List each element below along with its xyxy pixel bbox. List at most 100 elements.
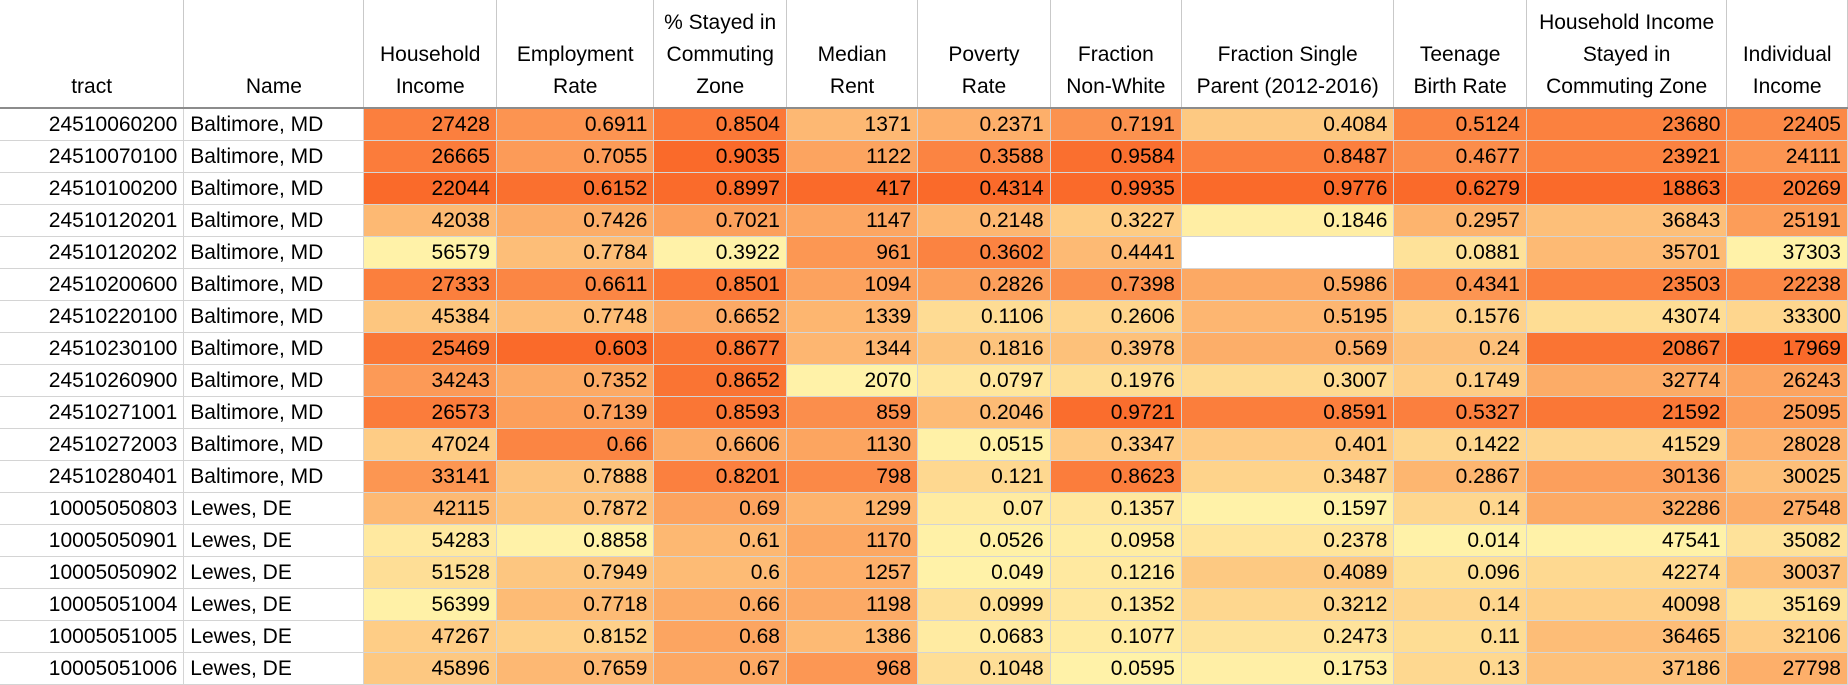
cell-frac-single-parent[interactable]: 0.9776	[1181, 172, 1395, 205]
cell-hh-income-stayed[interactable]: 35701	[1526, 236, 1728, 269]
cell-frac-nonwhite[interactable]: 0.1216	[1050, 556, 1182, 589]
cell-hh-income-stayed[interactable]: 47541	[1526, 524, 1728, 557]
cell-stayed-cz[interactable]: 0.8504	[653, 108, 787, 141]
cell-name[interactable]: Lewes, DE	[183, 652, 365, 685]
cell-poverty-rate[interactable]: 0.049	[917, 556, 1051, 589]
cell-frac-nonwhite[interactable]: 0.0958	[1050, 524, 1182, 557]
cell-employment-rate[interactable]: 0.603	[496, 332, 655, 365]
cell-employment-rate[interactable]: 0.6911	[496, 108, 655, 141]
cell-stayed-cz[interactable]: 0.3922	[653, 236, 787, 269]
cell-frac-single-parent[interactable]: 0.3007	[1181, 364, 1395, 397]
cell-employment-rate[interactable]: 0.7872	[496, 492, 655, 525]
cell-teen-birth[interactable]: 0.14	[1393, 588, 1527, 621]
cell-employment-rate[interactable]: 0.7659	[496, 652, 655, 685]
cell-poverty-rate[interactable]: 0.1816	[917, 332, 1051, 365]
cell-indiv-income[interactable]: 25095	[1726, 396, 1848, 429]
cell-tract[interactable]: 10005051006	[0, 652, 185, 685]
cell-poverty-rate[interactable]: 0.0999	[917, 588, 1051, 621]
cell-household-income[interactable]: 45896	[363, 652, 497, 685]
cell-frac-single-parent[interactable]: 0.1597	[1181, 492, 1395, 525]
cell-teen-birth[interactable]: 0.2867	[1393, 460, 1527, 493]
cell-frac-single-parent[interactable]: 0.5986	[1181, 268, 1395, 301]
cell-tract[interactable]: 24510280401	[0, 460, 185, 493]
cell-employment-rate[interactable]: 0.7888	[496, 460, 655, 493]
cell-tract[interactable]: 24510070100	[0, 140, 185, 173]
cell-tract[interactable]: 10005050803	[0, 492, 185, 525]
cell-employment-rate[interactable]: 0.6611	[496, 268, 655, 301]
cell-teen-birth[interactable]: 0.1422	[1393, 428, 1527, 461]
cell-household-income[interactable]: 56579	[363, 236, 497, 269]
cell-hh-income-stayed[interactable]: 42274	[1526, 556, 1728, 589]
cell-employment-rate[interactable]: 0.7949	[496, 556, 655, 589]
cell-median-rent[interactable]: 1344	[786, 332, 919, 365]
cell-tract[interactable]: 24510230100	[0, 332, 185, 365]
cell-frac-nonwhite[interactable]: 0.1357	[1050, 492, 1182, 525]
cell-indiv-income[interactable]: 35169	[1726, 588, 1848, 621]
cell-frac-single-parent[interactable]: 0.1846	[1181, 204, 1395, 237]
cell-median-rent[interactable]: 1299	[786, 492, 919, 525]
cell-indiv-income[interactable]: 30025	[1726, 460, 1848, 493]
cell-poverty-rate[interactable]: 0.0797	[917, 364, 1051, 397]
column-header-name[interactable]: Name	[183, 0, 365, 109]
cell-employment-rate[interactable]: 0.6152	[496, 172, 655, 205]
cell-median-rent[interactable]: 961	[786, 236, 919, 269]
cell-household-income[interactable]: 33141	[363, 460, 497, 493]
cell-stayed-cz[interactable]: 0.8997	[653, 172, 787, 205]
cell-frac-single-parent[interactable]: 0.8591	[1181, 396, 1395, 429]
cell-frac-single-parent[interactable]: 0.2378	[1181, 524, 1395, 557]
cell-hh-income-stayed[interactable]: 37186	[1526, 652, 1728, 685]
cell-frac-single-parent[interactable]: 0.8487	[1181, 140, 1395, 173]
cell-teen-birth[interactable]: 0.13	[1393, 652, 1527, 685]
cell-teen-birth[interactable]: 0.2957	[1393, 204, 1527, 237]
cell-poverty-rate[interactable]: 0.2371	[917, 108, 1051, 141]
cell-household-income[interactable]: 47267	[363, 620, 497, 653]
cell-indiv-income[interactable]: 22405	[1726, 108, 1848, 141]
cell-tract[interactable]: 10005050902	[0, 556, 185, 589]
cell-indiv-income[interactable]: 25191	[1726, 204, 1848, 237]
cell-poverty-rate[interactable]: 0.0526	[917, 524, 1051, 557]
cell-indiv-income[interactable]: 26243	[1726, 364, 1848, 397]
cell-household-income[interactable]: 47024	[363, 428, 497, 461]
column-header-employment-rate[interactable]: Employment Rate	[496, 0, 655, 109]
cell-poverty-rate[interactable]: 0.0683	[917, 620, 1051, 653]
cell-hh-income-stayed[interactable]: 32286	[1526, 492, 1728, 525]
cell-stayed-cz[interactable]: 0.8652	[653, 364, 787, 397]
cell-indiv-income[interactable]: 32106	[1726, 620, 1848, 653]
cell-employment-rate[interactable]: 0.7718	[496, 588, 655, 621]
cell-tract[interactable]: 24510260900	[0, 364, 185, 397]
cell-frac-single-parent[interactable]: 0.3487	[1181, 460, 1395, 493]
column-header-hh-income-stayed[interactable]: Household Income Stayed in Commuting Zone	[1526, 0, 1728, 109]
cell-name[interactable]: Lewes, DE	[183, 620, 365, 653]
cell-indiv-income[interactable]: 33300	[1726, 300, 1848, 333]
cell-stayed-cz[interactable]: 0.69	[653, 492, 787, 525]
cell-teen-birth[interactable]: 0.1749	[1393, 364, 1527, 397]
cell-frac-single-parent[interactable]: 0.569	[1181, 332, 1395, 365]
column-header-frac-nonwhite[interactable]: Fraction Non-White	[1050, 0, 1182, 109]
cell-median-rent[interactable]: 1371	[786, 108, 919, 141]
cell-name[interactable]: Baltimore, MD	[183, 140, 365, 173]
cell-teen-birth[interactable]: 0.11	[1393, 620, 1527, 653]
cell-poverty-rate[interactable]: 0.2826	[917, 268, 1051, 301]
cell-teen-birth[interactable]: 0.5327	[1393, 396, 1527, 429]
cell-name[interactable]: Baltimore, MD	[183, 460, 365, 493]
cell-employment-rate[interactable]: 0.7352	[496, 364, 655, 397]
cell-household-income[interactable]: 22044	[363, 172, 497, 205]
cell-frac-nonwhite[interactable]: 0.3347	[1050, 428, 1182, 461]
cell-median-rent[interactable]: 417	[786, 172, 919, 205]
cell-frac-nonwhite[interactable]: 0.9935	[1050, 172, 1182, 205]
column-header-median-rent[interactable]: Median Rent	[786, 0, 919, 109]
cell-stayed-cz[interactable]: 0.8201	[653, 460, 787, 493]
cell-stayed-cz[interactable]: 0.8501	[653, 268, 787, 301]
cell-tract[interactable]: 24510200600	[0, 268, 185, 301]
cell-name[interactable]: Baltimore, MD	[183, 428, 365, 461]
cell-indiv-income[interactable]: 30037	[1726, 556, 1848, 589]
cell-indiv-income[interactable]: 24111	[1726, 140, 1848, 173]
cell-frac-single-parent[interactable]: 0.5195	[1181, 300, 1395, 333]
cell-frac-single-parent[interactable]: 0.4089	[1181, 556, 1395, 589]
cell-median-rent[interactable]: 859	[786, 396, 919, 429]
cell-hh-income-stayed[interactable]: 23680	[1526, 108, 1728, 141]
cell-frac-nonwhite[interactable]: 0.9721	[1050, 396, 1182, 429]
cell-household-income[interactable]: 27428	[363, 108, 497, 141]
cell-teen-birth[interactable]: 0.096	[1393, 556, 1527, 589]
cell-name[interactable]: Baltimore, MD	[183, 268, 365, 301]
